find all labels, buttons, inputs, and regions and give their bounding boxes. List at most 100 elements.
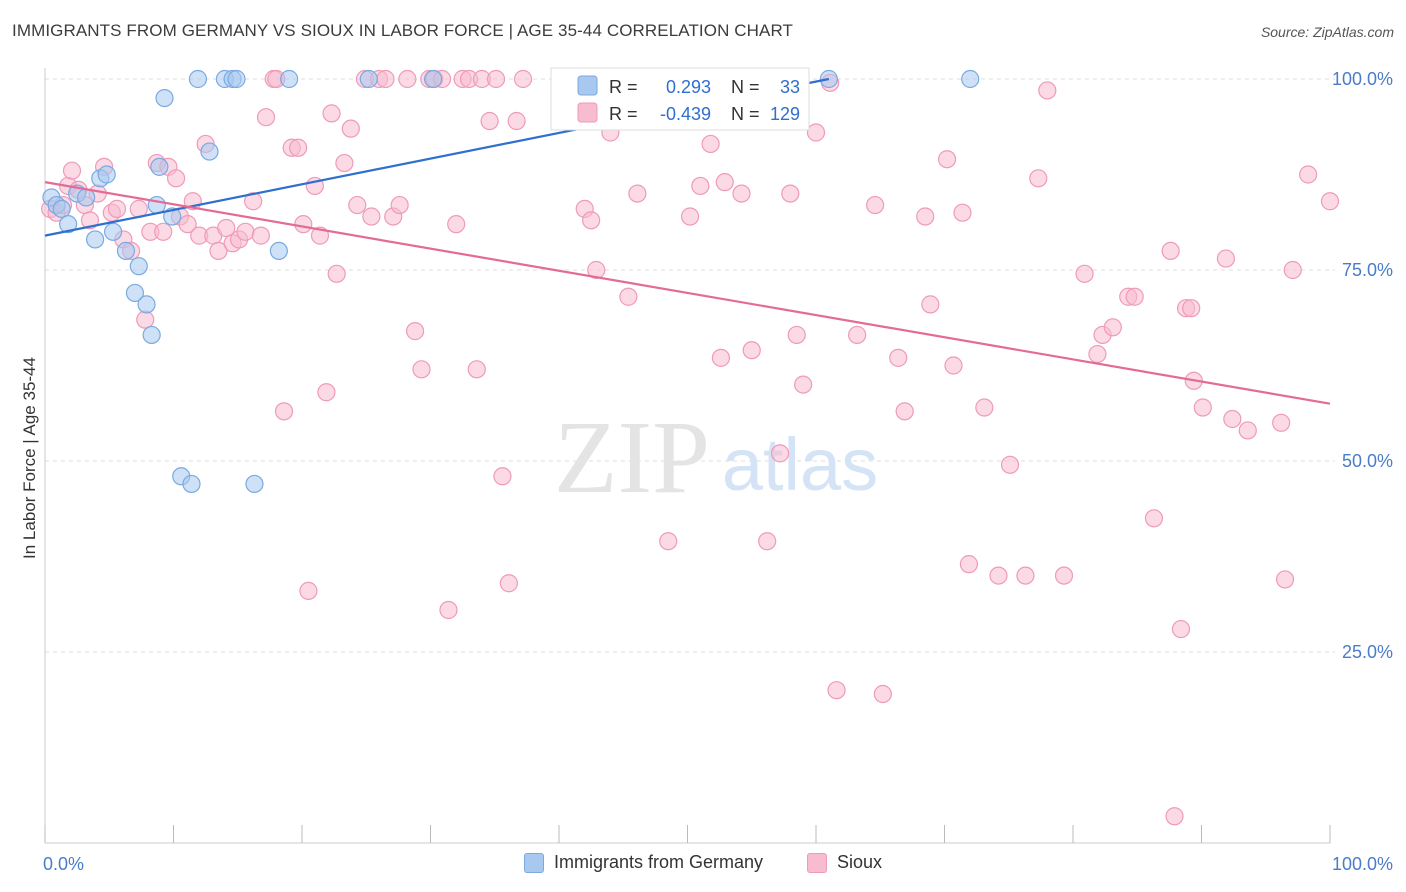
legend-sioux-swatch-bottom (807, 852, 827, 873)
sioux-point-80 (628, 184, 647, 203)
germany-point-8 (97, 165, 116, 184)
sioux-point-99 (873, 684, 892, 704)
sioux-point-133 (1275, 570, 1295, 589)
sioux-point-103 (921, 295, 940, 314)
legend-germany-swatch-bottom (523, 852, 544, 873)
sioux-point-72 (507, 111, 526, 131)
sioux-point-76 (582, 211, 601, 230)
sioux-point-41 (299, 581, 318, 600)
sioux-point-73 (513, 69, 533, 89)
sioux-point-93 (794, 375, 813, 394)
germany-point-10 (116, 241, 136, 260)
x-tick-label-max: 100.0% (1332, 854, 1393, 874)
legend-germany-swatch (577, 75, 598, 96)
germany-point-25 (227, 69, 246, 89)
sioux-point-69 (486, 69, 506, 89)
legend-bottom: Immigrants from Germany Sioux (0, 852, 1406, 873)
sioux-point-39 (289, 138, 308, 157)
germany-point-11 (125, 283, 145, 303)
sioux-point-96 (827, 681, 846, 700)
y-tick-label-75: 75.0% (1342, 260, 1393, 280)
sioux-point-131 (1238, 421, 1257, 440)
x-tick-labels: 0.0% 100.0% (43, 854, 1393, 874)
legend-item-sioux: Sioux (807, 852, 882, 873)
legend-germany-r-value: 0.293 (666, 77, 711, 97)
sioux-point-49 (348, 195, 367, 215)
sioux-point-88 (742, 341, 761, 360)
sioux-point-11 (107, 199, 127, 218)
sioux-point-105 (944, 356, 963, 375)
sioux-point-33 (251, 226, 270, 245)
sioux-point-128 (1193, 398, 1212, 417)
sioux-point-22 (178, 215, 197, 234)
sioux-point-120 (1125, 287, 1144, 306)
legend-germany-n-value: 33 (780, 77, 800, 97)
sioux-point-45 (322, 104, 341, 123)
legend-sioux-swatch (577, 102, 598, 123)
germany-point-16 (150, 157, 169, 176)
chart-title: IMMIGRANTS FROM GERMANY VS SIOUX IN LABO… (12, 21, 794, 40)
sioux-point-118 (1103, 318, 1122, 337)
sioux-point-7 (80, 211, 100, 230)
sioux-point-134 (1283, 260, 1302, 280)
sioux-point-46 (327, 264, 346, 283)
legend-item-germany: Immigrants from Germany (523, 852, 763, 873)
sioux-point-34 (256, 108, 276, 127)
source-label: Source: ZipAtlas.com (1260, 24, 1394, 40)
sioux-point-58 (412, 360, 431, 379)
legend-sioux-r-label: R = (609, 104, 638, 124)
sioux-point-27 (209, 241, 228, 260)
germany-point-27 (269, 241, 288, 260)
sioux-point-90 (770, 444, 790, 463)
germany-point-12 (129, 257, 148, 276)
sioux-point-98 (866, 195, 885, 215)
legend-germany-n-label: N = (731, 77, 760, 97)
sioux-point-18 (154, 222, 173, 241)
germany-point-29 (359, 69, 378, 89)
y-tick-labels: 25.0% 50.0% 75.0% 100.0% (1332, 69, 1393, 662)
germany-point-22 (200, 142, 219, 161)
sioux-point-132 (1272, 413, 1291, 432)
germany-point-21 (188, 69, 208, 89)
sioux-point-92 (787, 325, 806, 345)
sioux-point-32 (244, 192, 263, 211)
sioux-point-114 (1054, 566, 1074, 585)
germany-point-28 (280, 69, 299, 89)
watermark-zip: ZIP (554, 400, 710, 515)
legend-stats: R = 0.293 N = 33 R = -0.439 N = 129 (550, 67, 810, 131)
sioux-point-20 (166, 169, 186, 188)
sioux-point-110 (1000, 455, 1020, 474)
sioux-point-109 (989, 566, 1008, 585)
sioux-point-70 (493, 467, 512, 486)
sioux-point-112 (1029, 169, 1048, 188)
watermark: ZIP atlas (554, 400, 878, 515)
sioux-point-68 (480, 111, 499, 131)
legend-sioux-n-label: N = (731, 104, 760, 124)
germany-point-6 (86, 230, 105, 249)
grid-lines (45, 78, 1335, 653)
sioux-point-53 (376, 69, 395, 89)
sioux-point-71 (499, 574, 518, 593)
sioux-point-51 (362, 207, 381, 226)
sioux-point-44 (317, 383, 336, 402)
y-axis-label: In Labor Force | Age 35-44 (20, 357, 39, 559)
germany-point-5 (77, 188, 96, 207)
sioux-point-62 (439, 600, 458, 620)
sioux-point-121 (1144, 509, 1164, 528)
sioux-point-102 (916, 207, 935, 226)
sioux-point-100 (889, 348, 908, 367)
y-tick-label-50: 50.0% (1342, 451, 1393, 471)
sioux-trend-line (44, 181, 1331, 405)
sioux-point-4 (62, 161, 82, 180)
sioux-point-79 (619, 287, 638, 306)
legend-sioux-r-value: -0.439 (660, 104, 711, 124)
sioux-point-122 (1161, 241, 1180, 260)
sioux-series (41, 69, 1340, 826)
sioux-point-108 (975, 398, 994, 417)
sioux-point-104 (937, 150, 957, 169)
sioux-point-82 (680, 207, 700, 226)
sioux-point-56 (398, 69, 417, 89)
sioux-point-85 (711, 348, 731, 367)
sioux-point-116 (1088, 344, 1107, 364)
sioux-point-86 (715, 173, 734, 192)
